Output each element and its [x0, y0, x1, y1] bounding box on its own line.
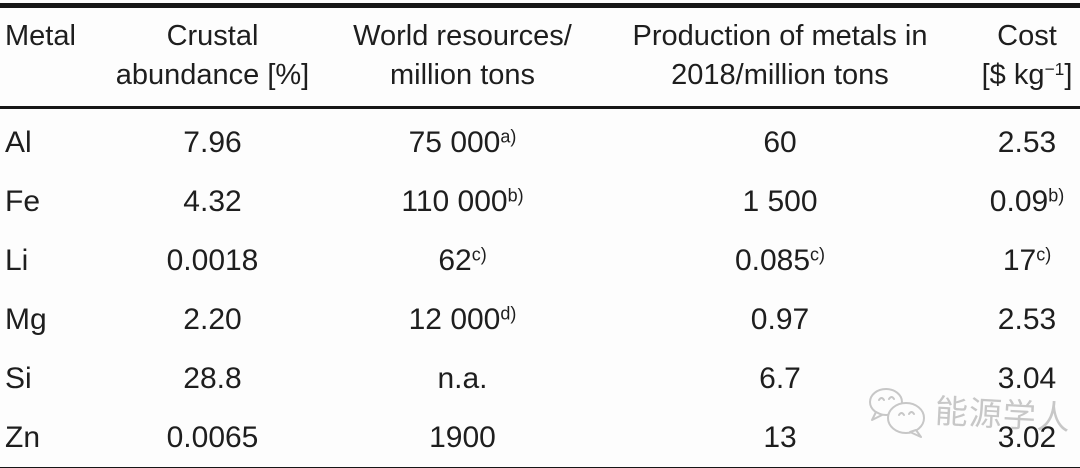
col-header-label: Production of metals in — [632, 20, 928, 52]
footnote-marker: b) — [1048, 185, 1065, 206]
cell-metal: Fe — [5, 184, 41, 218]
col-header-label: Metal — [5, 20, 76, 52]
col-header-cost: Cost [$ kg−1] — [962, 17, 1080, 101]
cell-cost: 3.04 — [997, 361, 1057, 395]
cell-metal: Al — [5, 125, 32, 159]
table-body: Al 7.96 75 000a) 60 2.53 Fe 4.32 110 000… — [0, 109, 1080, 467]
table-header-rule — [0, 106, 1080, 109]
footnote-marker: d) — [500, 303, 517, 324]
cell-crustal-abundance: 2.20 — [183, 302, 242, 336]
cell-production: 60 — [763, 125, 797, 159]
cell-metal: Si — [5, 361, 32, 395]
table-row-zn: Zn 0.0065 1900 13 3.02 — [0, 408, 1080, 467]
col-header-crustal-abundance: Crustal abundance [%] — [110, 17, 315, 101]
cell-cost: 17c) — [1002, 243, 1052, 277]
footnote-marker: c) — [810, 244, 826, 265]
col-header-label: Cost — [997, 20, 1057, 52]
cell-cost: 2.53 — [997, 125, 1057, 159]
col-header-label: abundance [%] — [115, 59, 310, 91]
cell-world-resources: 12 000d) — [408, 302, 517, 336]
col-header-label: 2018/million tons — [671, 59, 889, 91]
table-row-si: Si 28.8 n.a. 6.7 3.04 — [0, 349, 1080, 408]
cell-crustal-abundance: 4.32 — [183, 184, 242, 218]
cell-cost: 0.09b) — [989, 184, 1065, 218]
cell-production: 0.97 — [750, 302, 810, 336]
col-header-label: Crustal — [166, 20, 259, 52]
cell-metal: Li — [5, 243, 29, 277]
col-header-label: million tons — [389, 59, 536, 91]
cell-production: 6.7 — [759, 361, 801, 395]
footnote-marker: a) — [500, 126, 517, 147]
cell-world-resources: 1900 — [429, 420, 496, 454]
cell-world-resources: 75 000a) — [408, 125, 517, 159]
cell-crustal-abundance: 0.0065 — [166, 420, 259, 454]
footnote-marker: c) — [471, 244, 487, 265]
cell-metal: Mg — [5, 302, 47, 336]
footnote-marker: b) — [507, 185, 524, 206]
cell-metal: Zn — [5, 420, 41, 454]
table-top-rule — [0, 3, 1080, 8]
col-header-unit: [$ kg−1] — [981, 58, 1073, 91]
cell-crustal-abundance: 0.0018 — [166, 243, 259, 277]
col-header-production: Production of metals in 2018/million ton… — [610, 17, 950, 101]
cell-world-resources: n.a. — [437, 361, 488, 395]
cell-cost: 2.53 — [997, 302, 1057, 336]
cell-cost: 3.02 — [997, 420, 1057, 454]
superscript: −1 — [1044, 58, 1065, 79]
footnote-marker: c) — [1036, 244, 1052, 265]
col-header-metal: Metal — [0, 17, 110, 101]
table-row-li: Li 0.0018 62c) 0.085c) 17c) — [0, 231, 1080, 290]
cell-production: 13 — [763, 420, 797, 454]
cell-crustal-abundance: 28.8 — [183, 361, 242, 395]
cell-crustal-abundance: 7.96 — [183, 125, 242, 159]
table-row-al: Al 7.96 75 000a) 60 2.53 — [0, 113, 1080, 172]
cell-world-resources: 62c) — [438, 243, 487, 277]
cell-world-resources: 110 000b) — [401, 184, 524, 218]
table-row-mg: Mg 2.20 12 000d) 0.97 2.53 — [0, 290, 1080, 349]
table-row-fe: Fe 4.32 110 000b) 1 500 0.09b) — [0, 172, 1080, 231]
table-header-row: Metal Crustal abundance [%] World resour… — [0, 8, 1080, 106]
cell-production: 0.085c) — [734, 243, 826, 277]
cell-production: 1 500 — [742, 184, 818, 218]
col-header-label: World resources/ — [353, 20, 572, 52]
col-header-world-resources: World resources/ million tons — [315, 17, 610, 101]
